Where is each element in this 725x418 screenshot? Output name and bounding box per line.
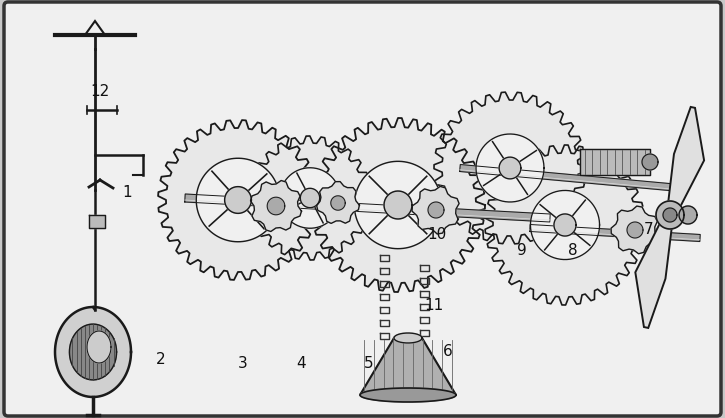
Polygon shape	[531, 191, 600, 260]
Polygon shape	[679, 206, 697, 224]
Polygon shape	[554, 214, 576, 236]
Polygon shape	[89, 215, 105, 228]
Polygon shape	[384, 191, 412, 219]
Polygon shape	[485, 145, 645, 305]
Text: 8: 8	[568, 243, 578, 258]
Text: 10: 10	[427, 227, 446, 242]
Polygon shape	[656, 201, 684, 229]
Text: 12: 12	[91, 84, 109, 99]
Polygon shape	[434, 92, 586, 244]
Polygon shape	[300, 189, 320, 208]
Polygon shape	[499, 157, 521, 179]
Polygon shape	[70, 324, 117, 380]
Text: 3: 3	[238, 356, 248, 371]
Polygon shape	[667, 107, 704, 216]
Polygon shape	[360, 338, 456, 395]
Polygon shape	[87, 331, 111, 363]
Polygon shape	[355, 161, 442, 249]
Polygon shape	[185, 194, 550, 222]
Polygon shape	[611, 206, 658, 254]
Polygon shape	[635, 214, 674, 328]
Text: 9: 9	[517, 243, 527, 258]
Polygon shape	[663, 208, 677, 222]
Polygon shape	[311, 118, 485, 292]
Polygon shape	[360, 388, 456, 402]
Text: 1: 1	[122, 185, 132, 200]
Polygon shape	[627, 222, 643, 238]
Polygon shape	[460, 165, 680, 191]
Polygon shape	[412, 186, 459, 234]
Text: 7: 7	[644, 222, 654, 237]
Polygon shape	[158, 120, 318, 280]
Text: 5: 5	[363, 356, 373, 371]
Polygon shape	[530, 224, 700, 242]
Polygon shape	[331, 196, 345, 210]
Polygon shape	[280, 168, 340, 228]
Polygon shape	[476, 134, 544, 202]
Polygon shape	[394, 333, 422, 343]
Text: 11: 11	[424, 298, 443, 313]
Polygon shape	[317, 181, 360, 223]
Polygon shape	[55, 307, 131, 397]
Polygon shape	[225, 187, 252, 213]
Polygon shape	[580, 149, 650, 175]
Text: 4: 4	[296, 356, 306, 371]
Polygon shape	[248, 136, 372, 260]
Text: 2: 2	[156, 352, 166, 367]
Polygon shape	[642, 154, 658, 170]
Polygon shape	[268, 197, 285, 215]
Polygon shape	[428, 202, 444, 218]
Text: 6: 6	[443, 344, 453, 359]
Polygon shape	[251, 181, 302, 232]
FancyBboxPatch shape	[4, 2, 721, 416]
Polygon shape	[196, 158, 280, 242]
